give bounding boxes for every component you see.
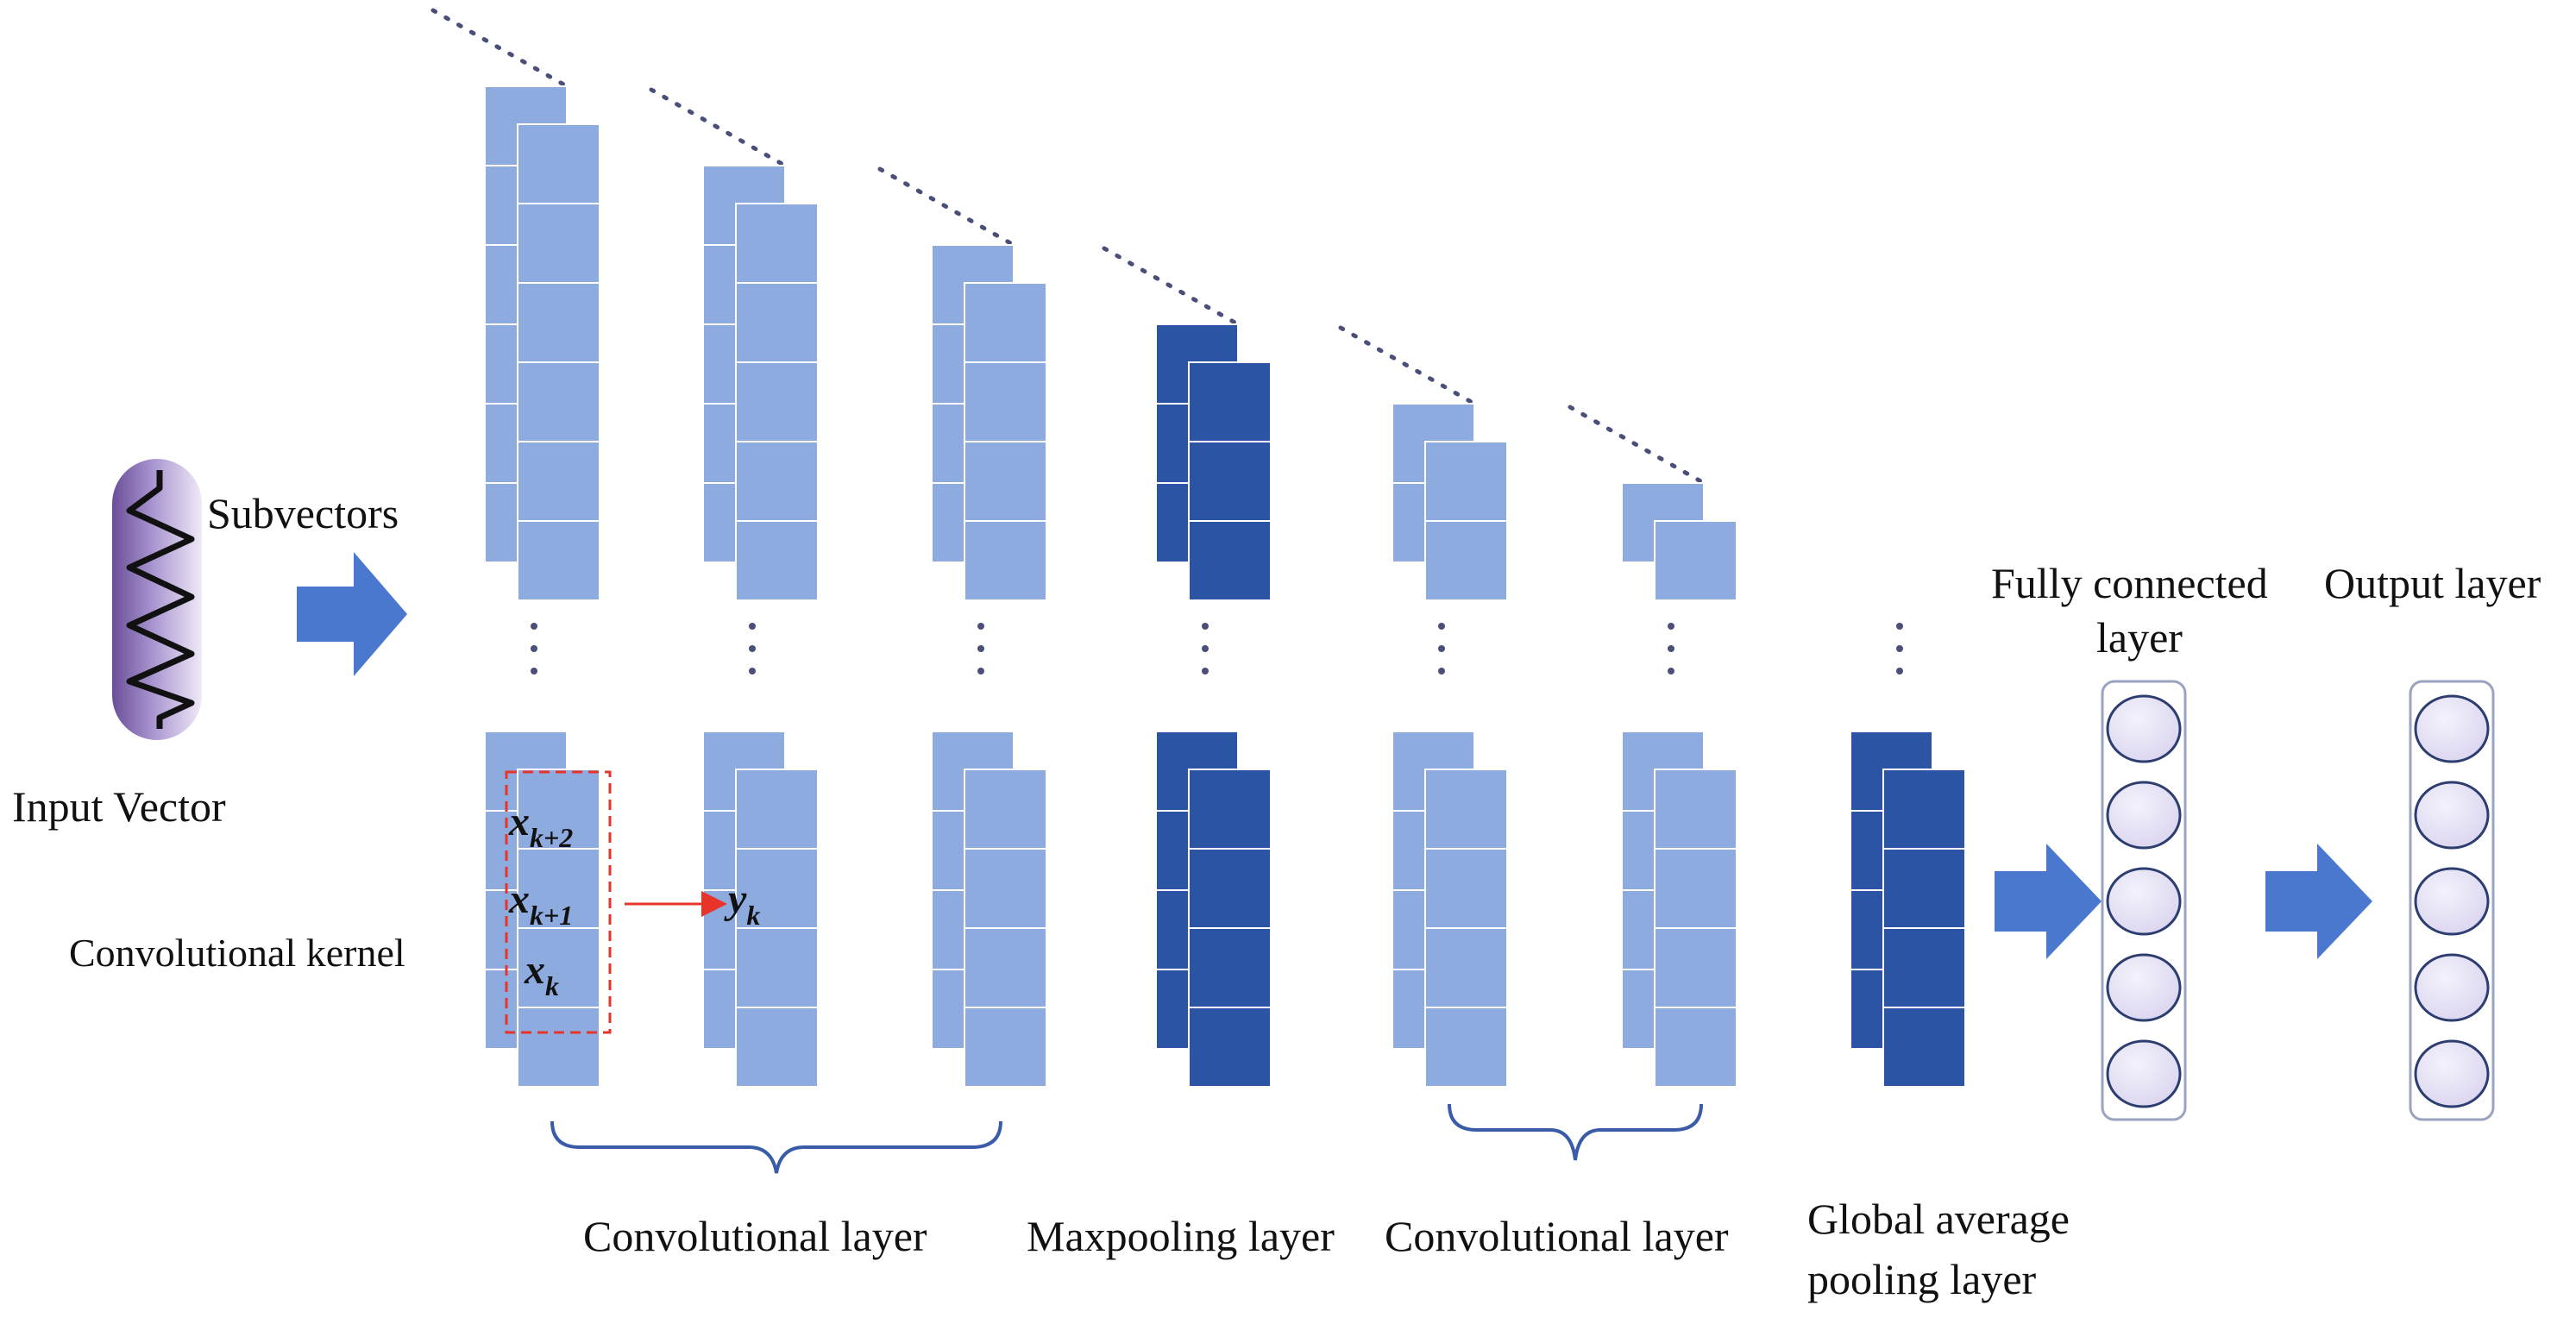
conv-layer-1-label: Convolutional layer [583,1212,927,1260]
stack-1-ellipsis-dot [749,645,756,652]
stack-4-ellipsis-dot [1438,623,1445,630]
stack-6-ellipsis-dot [1896,645,1903,652]
stack-5-ellipsis-dot [1668,645,1674,652]
neuron-node [2106,953,2182,1022]
stack-1-top-front-map [735,203,819,601]
stack-1-ellipsis-dot [749,668,756,675]
fully-connected-label-line1: Fully connected [1991,559,2268,607]
output-nodes [2414,694,2490,1108]
stack-4-depth-dots [1338,325,1477,406]
signal-waveform-icon [126,470,195,729]
neuron-node [2414,953,2490,1022]
kernel-x-k-label: xk [524,947,559,1001]
neuron-node [2106,867,2182,936]
subvectors-label: Subvectors [207,489,399,537]
stack-2-ellipsis-dot [977,645,984,652]
stack-0-ellipsis-dot [531,645,537,652]
stack-5-depth-dots [1568,405,1706,486]
convolutional-kernel-label: Convolutional kernel [69,931,405,975]
stack-6-ellipsis-dot [1896,668,1903,675]
stack-5-top-front-map [1654,520,1737,601]
input-vector-capsule [112,459,202,740]
stack-0-depth-dots [430,8,569,89]
stack-3-ellipsis-dot [1202,668,1209,675]
neuron-node [2414,1039,2490,1108]
stack-1-ellipsis-dot [749,623,756,630]
conv-layer-2-brace [1448,1103,1703,1161]
maxpooling-layer-label: Maxpooling layer [1027,1212,1335,1260]
stack-4-ellipsis-dot [1438,668,1445,675]
stack-3-ellipsis-dot [1202,645,1209,652]
kernel-y-k-label: yk [724,876,760,931]
stack-3-depth-dots [1102,246,1241,327]
stack-2-ellipsis-dot [977,668,984,675]
stack-1-depth-dots [649,87,788,168]
convolutional-kernel-box [505,770,612,1034]
stack-6-ellipsis-dot [1896,623,1903,630]
stack-5-ellipsis-dot [1668,623,1674,630]
global-avg-pooling-label-line2: pooling layer [1807,1255,2037,1303]
neuron-node [2106,781,2182,850]
stack-2-ellipsis-dot [977,623,984,630]
stack-3-top-front-map [1188,361,1272,601]
conv-layer-1-brace [550,1120,1002,1174]
output-layer-label: Output layer [2324,559,2541,607]
stack-0-ellipsis-dot [531,623,537,630]
stack-4-ellipsis-dot [1438,645,1445,652]
stack-3-ellipsis-dot [1202,623,1209,630]
neuron-node [2414,867,2490,936]
neuron-node [2414,694,2490,763]
fully-connected-label-line2: layer [2096,613,2183,662]
input-vector-label: Input Vector [12,782,226,831]
kernel-x-k1-label: xk+1 [508,876,573,931]
kernel-x-k2-label: xk+2 [508,799,573,853]
global-avg-pooling-label-line1: Global average [1807,1195,2070,1243]
stack-5-ellipsis-dot [1668,668,1674,675]
feature-map-stacks [430,8,1966,1088]
neuron-node [2414,781,2490,850]
fully-connected-nodes [2106,694,2182,1108]
input-arrow-icon [297,552,407,676]
conv-layer-2-label: Convolutional layer [1385,1212,1729,1260]
to-fc-arrow-icon [1995,844,2102,959]
neuron-node [2106,1039,2182,1108]
to-output-arrow-icon [2265,844,2372,959]
stack-2-depth-dots [877,166,1016,248]
stack-0-ellipsis-dot [531,668,537,675]
neuron-node [2106,694,2182,763]
